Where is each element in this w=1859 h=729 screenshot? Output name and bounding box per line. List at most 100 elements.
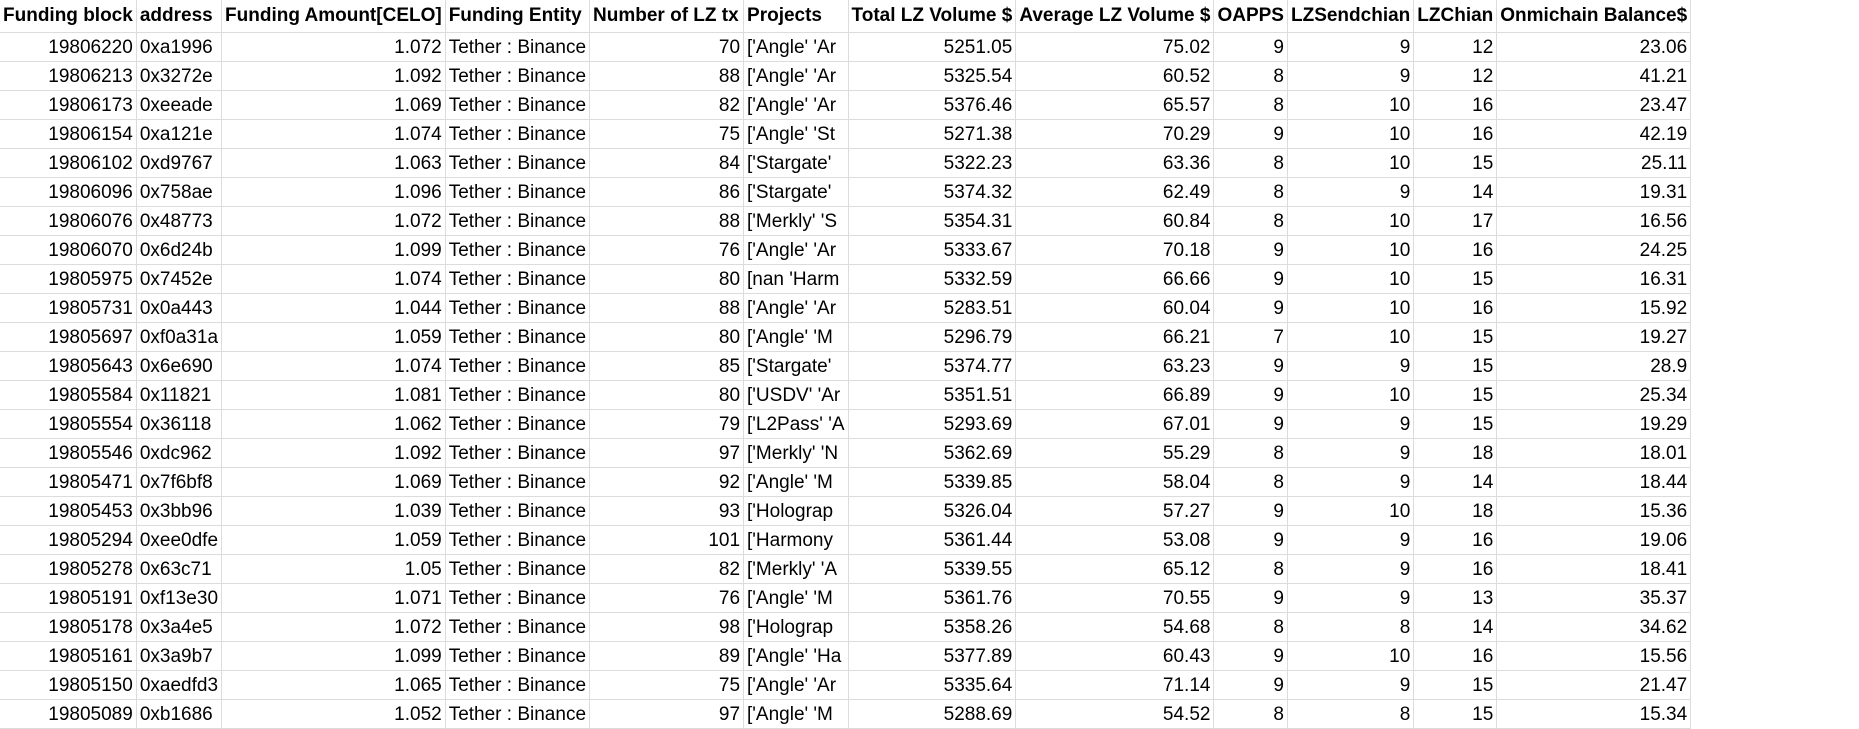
average-lz-volume-cell[interactable]: 53.08 <box>1015 525 1215 555</box>
lz-send-chain-cell[interactable]: 10 <box>1287 206 1415 236</box>
average-lz-volume-cell[interactable]: 70.55 <box>1015 583 1215 613</box>
lz-tx-count-cell[interactable]: 88 <box>589 61 745 91</box>
funding-entity-cell[interactable]: Tether : Binance <box>445 206 591 236</box>
average-lz-volume-cell[interactable]: 70.18 <box>1015 235 1215 265</box>
lz-send-chain-cell[interactable]: 10 <box>1287 380 1415 410</box>
lz-send-chain-cell[interactable]: 10 <box>1287 264 1415 294</box>
lz-send-chain-cell[interactable]: 8 <box>1287 699 1415 729</box>
column-header-lz-tx-count[interactable]: Number of LZ tx <box>589 0 745 33</box>
funding-entity-cell[interactable]: Tether : Binance <box>445 177 591 207</box>
omnichain-balance-cell[interactable]: 18.01 <box>1496 438 1692 468</box>
address-cell[interactable]: 0xa121e <box>136 119 223 149</box>
lz-tx-count-cell[interactable]: 76 <box>589 583 745 613</box>
total-lz-volume-cell[interactable]: 5376.46 <box>848 90 1017 120</box>
funding-amount-cell[interactable]: 1.059 <box>221 525 446 555</box>
address-cell[interactable]: 0xaedfd3 <box>136 670 223 700</box>
lz-tx-count-cell[interactable]: 88 <box>589 293 745 323</box>
omnichain-balance-cell[interactable]: 15.36 <box>1496 496 1692 526</box>
oapps-cell[interactable]: 9 <box>1213 670 1288 700</box>
funding-amount-cell[interactable]: 1.069 <box>221 467 446 497</box>
lz-chain-cell[interactable]: 14 <box>1413 467 1498 497</box>
address-cell[interactable]: 0x48773 <box>136 206 223 236</box>
funding-entity-cell[interactable]: Tether : Binance <box>445 467 591 497</box>
funding-amount-cell[interactable]: 1.072 <box>221 612 446 642</box>
address-cell[interactable]: 0xa1996 <box>136 32 223 62</box>
funding-block-cell[interactable]: 19806096 <box>0 177 137 207</box>
oapps-cell[interactable]: 9 <box>1213 119 1288 149</box>
total-lz-volume-cell[interactable]: 5322.23 <box>848 148 1017 178</box>
column-header-total-lz-volume[interactable]: Total LZ Volume $ <box>848 0 1017 33</box>
lz-send-chain-cell[interactable]: 9 <box>1287 351 1415 381</box>
funding-block-cell[interactable]: 19806213 <box>0 61 137 91</box>
oapps-cell[interactable]: 8 <box>1213 554 1288 584</box>
total-lz-volume-cell[interactable]: 5361.76 <box>848 583 1017 613</box>
funding-block-cell[interactable]: 19806173 <box>0 90 137 120</box>
funding-block-cell[interactable]: 19806154 <box>0 119 137 149</box>
funding-block-cell[interactable]: 19805554 <box>0 409 137 439</box>
funding-block-cell[interactable]: 19805471 <box>0 467 137 497</box>
projects-cell[interactable]: ['Angle' 'M <box>743 583 849 613</box>
column-header-funding-amount[interactable]: Funding Amount[CELO] <box>221 0 446 33</box>
lz-tx-count-cell[interactable]: 93 <box>589 496 745 526</box>
omnichain-balance-cell[interactable]: 35.37 <box>1496 583 1692 613</box>
projects-cell[interactable]: ['Angle' 'Ar <box>743 61 849 91</box>
omnichain-balance-cell[interactable]: 18.44 <box>1496 467 1692 497</box>
omnichain-balance-cell[interactable]: 18.41 <box>1496 554 1692 584</box>
projects-cell[interactable]: ['Angle' 'St <box>743 119 849 149</box>
omnichain-balance-cell[interactable]: 25.11 <box>1496 148 1692 178</box>
lz-chain-cell[interactable]: 15 <box>1413 264 1498 294</box>
total-lz-volume-cell[interactable]: 5288.69 <box>848 699 1017 729</box>
oapps-cell[interactable]: 8 <box>1213 612 1288 642</box>
average-lz-volume-cell[interactable]: 66.89 <box>1015 380 1215 410</box>
total-lz-volume-cell[interactable]: 5339.85 <box>848 467 1017 497</box>
address-cell[interactable]: 0x7452e <box>136 264 223 294</box>
address-cell[interactable]: 0x63c71 <box>136 554 223 584</box>
funding-amount-cell[interactable]: 1.039 <box>221 496 446 526</box>
lz-chain-cell[interactable]: 12 <box>1413 32 1498 62</box>
average-lz-volume-cell[interactable]: 63.36 <box>1015 148 1215 178</box>
lz-tx-count-cell[interactable]: 80 <box>589 322 745 352</box>
oapps-cell[interactable]: 9 <box>1213 409 1288 439</box>
oapps-cell[interactable]: 8 <box>1213 177 1288 207</box>
lz-chain-cell[interactable]: 18 <box>1413 496 1498 526</box>
funding-block-cell[interactable]: 19805278 <box>0 554 137 584</box>
average-lz-volume-cell[interactable]: 71.14 <box>1015 670 1215 700</box>
funding-block-cell[interactable]: 19805191 <box>0 583 137 613</box>
funding-block-cell[interactable]: 19805161 <box>0 641 137 671</box>
average-lz-volume-cell[interactable]: 65.57 <box>1015 90 1215 120</box>
oapps-cell[interactable]: 9 <box>1213 32 1288 62</box>
oapps-cell[interactable]: 9 <box>1213 264 1288 294</box>
funding-block-cell[interactable]: 19805975 <box>0 264 137 294</box>
omnichain-balance-cell[interactable]: 15.92 <box>1496 293 1692 323</box>
column-header-average-lz-volume[interactable]: Average LZ Volume $ <box>1015 0 1215 33</box>
lz-tx-count-cell[interactable]: 82 <box>589 554 745 584</box>
lz-chain-cell[interactable]: 15 <box>1413 699 1498 729</box>
total-lz-volume-cell[interactable]: 5332.59 <box>848 264 1017 294</box>
omnichain-balance-cell[interactable]: 34.62 <box>1496 612 1692 642</box>
lz-chain-cell[interactable]: 16 <box>1413 293 1498 323</box>
lz-chain-cell[interactable]: 15 <box>1413 409 1498 439</box>
funding-entity-cell[interactable]: Tether : Binance <box>445 90 591 120</box>
total-lz-volume-cell[interactable]: 5362.69 <box>848 438 1017 468</box>
projects-cell[interactable]: ['Stargate' <box>743 177 849 207</box>
average-lz-volume-cell[interactable]: 75.02 <box>1015 32 1215 62</box>
funding-entity-cell[interactable]: Tether : Binance <box>445 409 591 439</box>
funding-block-cell[interactable]: 19805089 <box>0 699 137 729</box>
funding-block-cell[interactable]: 19805150 <box>0 670 137 700</box>
address-cell[interactable]: 0x6e690 <box>136 351 223 381</box>
lz-chain-cell[interactable]: 16 <box>1413 554 1498 584</box>
lz-send-chain-cell[interactable]: 10 <box>1287 293 1415 323</box>
average-lz-volume-cell[interactable]: 54.68 <box>1015 612 1215 642</box>
total-lz-volume-cell[interactable]: 5326.04 <box>848 496 1017 526</box>
omnichain-balance-cell[interactable]: 16.56 <box>1496 206 1692 236</box>
total-lz-volume-cell[interactable]: 5351.51 <box>848 380 1017 410</box>
column-header-lz-send-chain[interactable]: LZSendchian <box>1287 0 1415 33</box>
average-lz-volume-cell[interactable]: 63.23 <box>1015 351 1215 381</box>
total-lz-volume-cell[interactable]: 5296.79 <box>848 322 1017 352</box>
total-lz-volume-cell[interactable]: 5358.26 <box>848 612 1017 642</box>
address-cell[interactable]: 0x7f6bf8 <box>136 467 223 497</box>
address-cell[interactable]: 0x6d24b <box>136 235 223 265</box>
omnichain-balance-cell[interactable]: 23.47 <box>1496 90 1692 120</box>
lz-send-chain-cell[interactable]: 9 <box>1287 554 1415 584</box>
address-cell[interactable]: 0x3272e <box>136 61 223 91</box>
